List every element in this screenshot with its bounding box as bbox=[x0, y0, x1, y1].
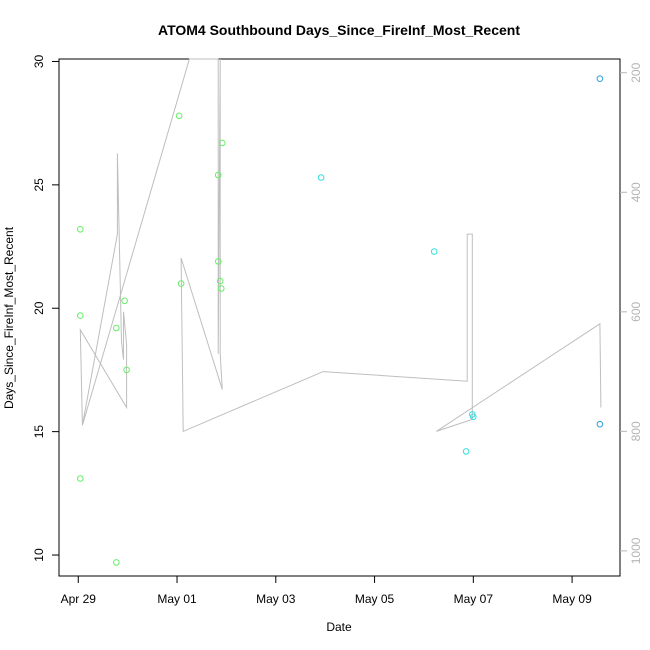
data-point bbox=[77, 475, 84, 482]
x-axis: Apr 29 May 01 May 03 May 05 May 07 May 09 bbox=[61, 575, 592, 606]
y2-tick-label: 200 bbox=[629, 62, 643, 82]
data-point bbox=[218, 285, 225, 292]
data-point bbox=[177, 280, 185, 287]
data-point bbox=[596, 75, 604, 82]
data-point bbox=[121, 297, 128, 305]
data-point bbox=[596, 420, 604, 428]
y2-axis: 200 400 600 800 1000 bbox=[620, 62, 643, 564]
data-point bbox=[219, 139, 226, 147]
data-point bbox=[214, 171, 222, 179]
x-axis-label: Date bbox=[326, 620, 352, 634]
data-point bbox=[462, 448, 470, 455]
points-layer bbox=[77, 75, 604, 566]
series-line bbox=[79, 58, 602, 433]
y-axis-label: Days_Since_FireInf_Most_Recent bbox=[2, 226, 16, 409]
data-point bbox=[175, 112, 183, 120]
y2-tick-label: 600 bbox=[629, 301, 643, 321]
data-point bbox=[123, 366, 130, 374]
chart-title: ATOM4 Southbound Days_Since_FireInf_Most… bbox=[158, 22, 520, 38]
plot-frame bbox=[58, 58, 621, 577]
data-point bbox=[470, 413, 477, 421]
x-tick-label: May 05 bbox=[355, 592, 395, 606]
data-point bbox=[430, 248, 438, 255]
x-tick-label: Apr 29 bbox=[61, 592, 97, 606]
data-line-layer bbox=[79, 58, 602, 433]
y2-tick-label: 1000 bbox=[629, 537, 643, 564]
y-tick-label: 30 bbox=[32, 54, 46, 68]
data-point bbox=[77, 226, 84, 233]
y2-tick-label: 400 bbox=[629, 182, 643, 202]
y-tick-label: 10 bbox=[32, 548, 46, 562]
y-tick-label: 25 bbox=[32, 178, 46, 192]
x-tick-label: May 07 bbox=[454, 592, 494, 606]
data-point bbox=[113, 324, 120, 332]
y-tick-label: 15 bbox=[32, 425, 46, 439]
data-point bbox=[216, 277, 224, 285]
y-axis: 10 15 20 25 30 bbox=[32, 54, 59, 562]
data-point bbox=[214, 258, 222, 265]
y-tick-label: 20 bbox=[32, 301, 46, 315]
x-tick-label: May 09 bbox=[552, 592, 592, 606]
data-point bbox=[317, 174, 325, 181]
data-point bbox=[113, 559, 120, 566]
y2-tick-label: 800 bbox=[629, 421, 643, 441]
x-tick-label: May 03 bbox=[256, 592, 296, 606]
data-point bbox=[77, 312, 84, 319]
x-tick-label: May 01 bbox=[157, 592, 197, 606]
